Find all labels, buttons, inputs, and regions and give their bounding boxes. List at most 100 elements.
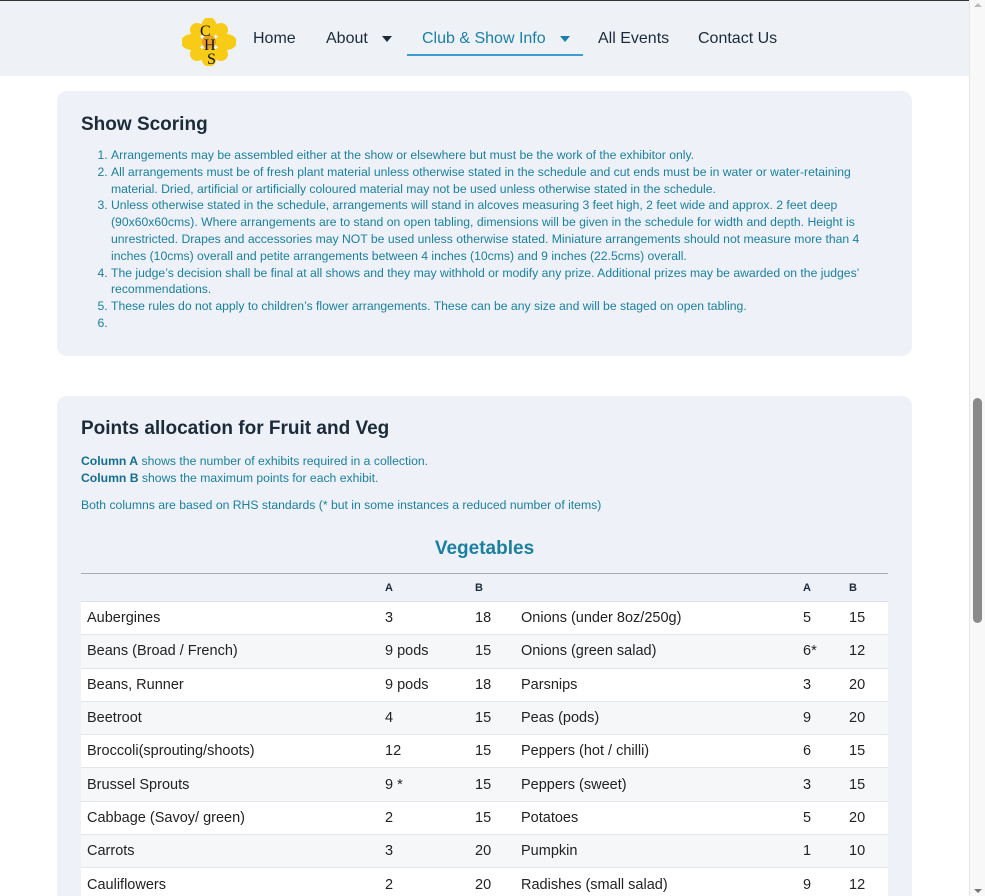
exhibits-a: 9 — [797, 867, 843, 896]
exhibits-a: 12 — [379, 734, 469, 769]
points-b: 15 — [469, 801, 515, 836]
table-row: Cauliflowers 2 20 Radishes (small salad) 9 12 — [81, 867, 888, 896]
points-b: 15 — [843, 767, 888, 802]
vegetable-name: Peppers (sweet) — [515, 767, 797, 802]
vegetable-name: Cabbage (Savoy/ green) — [81, 801, 379, 836]
rhs-standards-note: Both columns are based on RHS standards … — [81, 498, 602, 512]
vegetable-name: Broccoli(sprouting/shoots) — [81, 734, 379, 769]
nav-club-show-info[interactable]: Club & Show Info — [422, 30, 570, 48]
vertical-scrollbar[interactable] — [969, 0, 985, 896]
exhibits-a: 5 — [797, 801, 843, 836]
points-b: 18 — [469, 601, 515, 636]
svg-text:H: H — [204, 37, 216, 54]
vegetable-name: Pumpkin — [515, 834, 797, 869]
points-b: 15 — [843, 601, 888, 636]
exhibits-a: 3 — [379, 601, 469, 636]
points-allocation-card: Points allocation for Fruit and Veg Colu… — [57, 396, 912, 896]
exhibits-a: 3 — [379, 834, 469, 869]
header-name — [515, 573, 797, 602]
nav-all-events[interactable]: All Events — [598, 30, 669, 48]
header-name — [81, 573, 379, 602]
vegetable-name: Onions (green salad) — [515, 634, 797, 669]
scroll-down-icon[interactable] — [974, 889, 982, 893]
exhibits-a: 3 — [797, 767, 843, 802]
nav-all-events-label: All Events — [598, 30, 670, 47]
site-logo[interactable]: C H S — [182, 18, 236, 66]
nav-about-label: About — [326, 30, 368, 47]
table-row: Beans (Broad / French) 9 pods 15 Onions (gr… — [81, 634, 888, 669]
exhibits-a: 9 pods — [379, 634, 469, 669]
points-b: 15 — [469, 767, 515, 802]
exhibits-a: 3 — [797, 668, 843, 702]
column-b-description: Column B shows the maximum points for ea… — [81, 470, 378, 487]
exhibits-a: 1 — [797, 834, 843, 869]
rule-item: The judge’s decision shall be final at a… — [111, 265, 891, 299]
points-b: 18 — [469, 668, 515, 702]
header-b: B — [469, 573, 515, 602]
chevron-down-icon — [381, 36, 392, 42]
points-b: 20 — [843, 701, 888, 736]
points-b: 20 — [469, 834, 515, 869]
vegetable-name: Onions (under 8oz/250g) — [515, 601, 797, 636]
table-row: Carrots 3 20 Pumpkin 1 10 — [81, 834, 888, 869]
column-a-text: shows the number of exhibits required in… — [138, 454, 429, 468]
vegetable-name: Peppers (hot / chilli) — [515, 734, 797, 769]
points-b: 15 — [469, 734, 515, 769]
nav-about[interactable]: About — [326, 30, 392, 48]
table-row: Brussel Sprouts 9 * 15 Peppers (sweet) 3 15 — [81, 767, 888, 802]
header-b: B — [843, 573, 888, 602]
exhibits-a: 9 — [797, 701, 843, 736]
rule-item: Unless otherwise stated in the schedule,… — [111, 197, 891, 264]
points-b: 20 — [469, 867, 515, 896]
table-row: Aubergines 3 18 Onions (under 8oz/250g) 5 15 — [81, 601, 888, 636]
scroll-up-icon[interactable] — [974, 3, 982, 7]
points-b: 15 — [843, 734, 888, 769]
top-navigation: C H S Home About Club & Show Info All Ev… — [0, 0, 969, 76]
column-b-text: shows the maximum points for each exhibi… — [138, 471, 379, 485]
scoring-rules-list: Arrangements may be assembled either at … — [111, 147, 891, 332]
points-b: 20 — [843, 801, 888, 836]
vegetable-name: Cauliflowers — [81, 867, 379, 896]
nav-home-label: Home — [253, 30, 296, 47]
points-allocation-title: Points allocation for Fruit and Veg — [81, 418, 390, 439]
vegetable-name: Brussel Sprouts — [81, 767, 379, 802]
chevron-down-icon — [559, 36, 570, 42]
table-row: Beetroot 4 15 Peas (pods) 9 20 — [81, 701, 888, 736]
rule-item: All arrangements must be of fresh plant … — [111, 164, 891, 198]
header-a: A — [797, 573, 843, 602]
vegetable-name: Potatoes — [515, 801, 797, 836]
vegetable-name: Parsnips — [515, 668, 797, 702]
column-b-label: Column B — [81, 471, 139, 485]
table-row: Beans, Runner 9 pods 18 Parsnips 3 20 — [81, 668, 888, 702]
header-a: A — [379, 573, 469, 602]
scrollbar-thumb[interactable] — [973, 398, 982, 623]
exhibits-a: 6 — [797, 734, 843, 769]
exhibits-a: 5 — [797, 601, 843, 636]
exhibits-a: 2 — [379, 801, 469, 836]
column-a-description: Column A shows the number of exhibits re… — [81, 453, 428, 470]
nav-club-show-info-label: Club & Show Info — [422, 30, 546, 47]
svg-text:S: S — [207, 51, 216, 66]
vegetables-table: A B A B Aubergines 3 18 Onions (under 8oz/2… — [81, 573, 888, 896]
exhibits-a: 9 pods — [379, 668, 469, 702]
vegetable-name: Radishes (small salad) — [515, 867, 797, 896]
vegetable-name: Aubergines — [81, 601, 379, 636]
exhibits-a: 6* — [797, 634, 843, 669]
points-b: 20 — [843, 668, 888, 702]
exhibits-a: 9 * — [379, 767, 469, 802]
vegetable-name: Peas (pods) — [515, 701, 797, 736]
exhibits-a: 4 — [379, 701, 469, 736]
nav-home[interactable]: Home — [253, 30, 296, 48]
svg-text:C: C — [200, 23, 211, 40]
show-scoring-card: Show Scoring Arrangements may be assembl… — [57, 91, 912, 356]
show-scoring-title: Show Scoring — [81, 114, 208, 135]
table-row: Broccoli(sprouting/shoots) 12 15 Peppers (h… — [81, 734, 888, 769]
nav-contact-us-label: Contact Us — [698, 30, 778, 47]
table-header-row: A B A B — [81, 573, 888, 602]
points-b: 10 — [843, 834, 888, 869]
nav-contact-us[interactable]: Contact Us — [698, 30, 777, 48]
points-b: 15 — [469, 701, 515, 736]
rule-item: These rules do not apply to children’s f… — [111, 298, 891, 315]
active-nav-underline — [407, 54, 583, 56]
